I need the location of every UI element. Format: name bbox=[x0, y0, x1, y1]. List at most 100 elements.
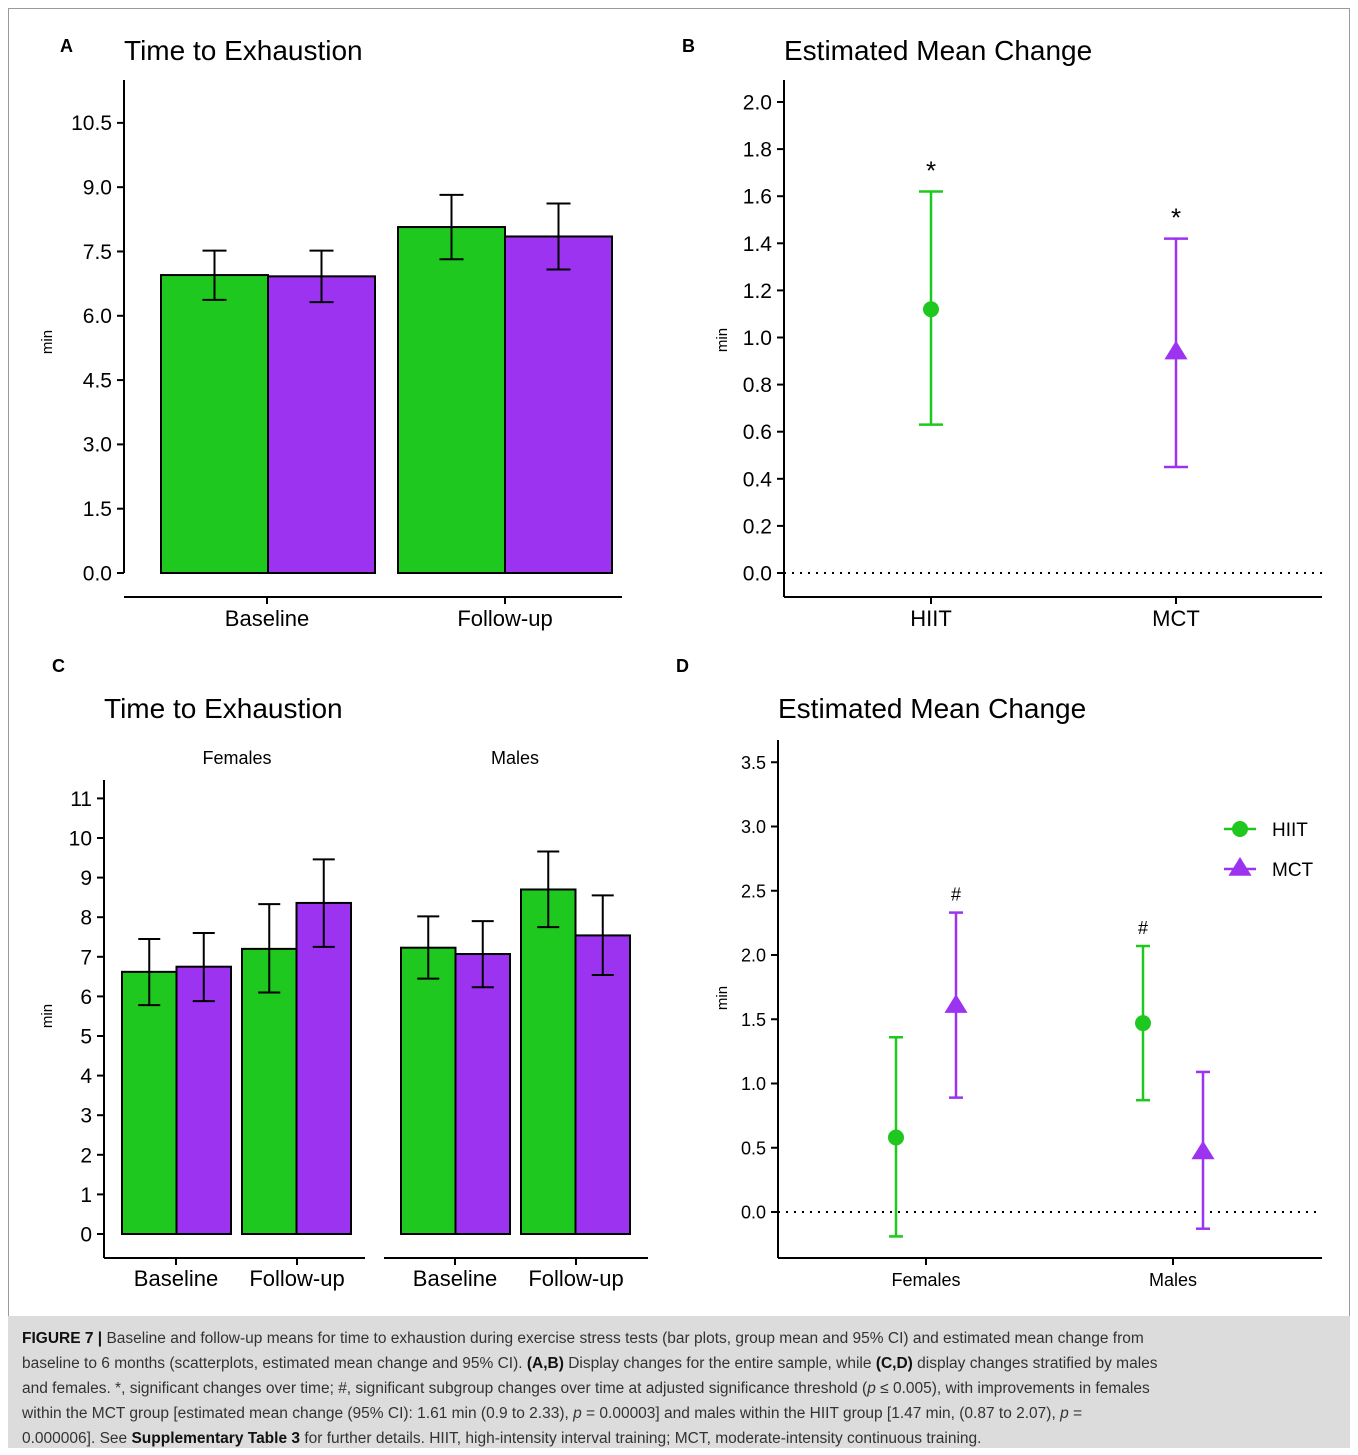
panel-c-x-tick-label: Baseline bbox=[413, 1266, 497, 1291]
panel-d-y-tick-label: 1.5 bbox=[741, 1010, 766, 1030]
panel-b-significance-marker: * bbox=[926, 155, 936, 185]
panel-a-y-tick-label: 1.5 bbox=[83, 498, 112, 521]
panel-c-facet-strip-label: Females bbox=[202, 748, 271, 768]
caption-p-symbol: p bbox=[867, 1380, 876, 1397]
panel-a-y-tick-label: 9.0 bbox=[83, 177, 112, 200]
panel-a-letter: A bbox=[60, 36, 73, 56]
legend-hiit-label: HIIT bbox=[1272, 820, 1308, 841]
panel-b-letter: B bbox=[682, 36, 695, 56]
panel-a-bar-hiit bbox=[160, 274, 269, 574]
panel-c-y-tick-label: 9 bbox=[80, 867, 92, 890]
panel-c-bar-hiit bbox=[400, 946, 457, 1236]
panel-a-y-tick-label: 7.5 bbox=[83, 241, 112, 264]
panel-a-bar-mct bbox=[267, 275, 376, 574]
panel-a-y-tick-label: 3.0 bbox=[83, 434, 112, 457]
panel-c-bar-hiit bbox=[121, 970, 178, 1236]
panel-d-x-tick-label: Males bbox=[1149, 1270, 1197, 1290]
panel-c-x-tick-label: Follow-up bbox=[528, 1266, 623, 1291]
panel-c-y-tick-label: 7 bbox=[80, 946, 92, 969]
panel-d-point-mct bbox=[1191, 1140, 1215, 1160]
panel-d-title: Estimated Mean Change bbox=[778, 693, 1086, 724]
panel-d-y-tick-label: 2.5 bbox=[741, 881, 766, 901]
figure-caption: FIGURE 7 | Baseline and follow-up means … bbox=[8, 1316, 1350, 1448]
panel-a-x-tick-label: Baseline bbox=[225, 606, 309, 631]
panel-c-y-tick-label: 6 bbox=[80, 986, 92, 1009]
panel-d-point-hiit bbox=[1135, 1015, 1151, 1032]
panel-d-ylabel: min bbox=[714, 986, 731, 1010]
panel-d-y-tick-label: 0.5 bbox=[741, 1138, 766, 1158]
panel-b-y-tick-label: 1.4 bbox=[743, 233, 773, 256]
panel-c-y-tick-label: 10 bbox=[69, 828, 92, 851]
panel-c-y-tick-label: 0 bbox=[80, 1224, 92, 1247]
panel-c-facet-strip-label: Males bbox=[491, 748, 539, 768]
panel-c-bar-mct bbox=[295, 901, 352, 1235]
panel-b-y-tick-label: 1.0 bbox=[743, 327, 772, 350]
panel-b-y-tick-label: 0.4 bbox=[743, 468, 773, 491]
panel-d-letter: D bbox=[676, 656, 689, 676]
panel-c-y-tick-label: 1 bbox=[80, 1184, 92, 1207]
caption-p-symbol: p bbox=[573, 1405, 582, 1422]
panel-b-point-hiit bbox=[923, 301, 939, 318]
legend-hiit-icon bbox=[1232, 821, 1248, 837]
panel-d-x-tick-label: Females bbox=[891, 1270, 960, 1290]
panel-a-y-tick-label: 0.0 bbox=[83, 562, 112, 585]
caption-line1: Baseline and follow-up means for time to… bbox=[102, 1330, 1144, 1347]
panel-b-y-tick-label: 2.0 bbox=[743, 92, 772, 115]
panel-d-y-tick-label: 1.0 bbox=[741, 1074, 766, 1094]
panel-c-y-tick-label: 8 bbox=[80, 907, 92, 930]
caption-text: baseline to 6 months (scatterplots, esti… bbox=[22, 1355, 527, 1372]
caption-p-symbol: p bbox=[1060, 1405, 1069, 1422]
panel-b-x-tick-label: HIIT bbox=[910, 606, 952, 631]
panel-b-y-tick-label: 1.2 bbox=[743, 280, 772, 303]
panel-a-x-tick-label: Follow-up bbox=[457, 606, 552, 631]
panel-a-title: Time to Exhaustion bbox=[124, 35, 363, 66]
panel-b-y-tick-label: 0.6 bbox=[743, 421, 772, 444]
panel-b-point-mct bbox=[1164, 340, 1188, 360]
panel-c-x-tick-label: Baseline bbox=[134, 1266, 218, 1291]
figure-canvas: A Time to Exhaustion min 0.0 1.5 3.0 4.5 6.0 7.5… bbox=[39, 35, 1322, 1291]
caption-text: = bbox=[1068, 1405, 1083, 1422]
panel-d-significance-marker: # bbox=[951, 885, 961, 905]
caption-text: = 0.00003] and males within the HIIT gro… bbox=[581, 1405, 1061, 1422]
caption-text: for further details. HIIT, high-intensit… bbox=[300, 1430, 982, 1447]
caption-text: 0.000006]. See bbox=[22, 1430, 132, 1447]
panel-b-y-tick-label: 0.8 bbox=[743, 374, 772, 397]
panel-b-y-tick-label: 1.8 bbox=[743, 139, 772, 162]
caption-panel-ref: (C,D) bbox=[875, 1355, 913, 1372]
panel-c-bar-mct bbox=[574, 934, 631, 1236]
panel-b-y-tick-label: 0.2 bbox=[743, 515, 772, 538]
panel-c-title: Time to Exhaustion bbox=[104, 693, 343, 724]
caption-text: display changes stratified by males bbox=[912, 1355, 1158, 1372]
panel-b-y-tick-label: 1.6 bbox=[743, 186, 772, 209]
panel-d-point-hiit bbox=[888, 1129, 904, 1146]
panel-a-y-tick-label: 4.5 bbox=[83, 369, 112, 392]
panel-c-bar-mct bbox=[454, 953, 511, 1235]
caption-text: and females. *, significant changes over… bbox=[22, 1380, 868, 1397]
panel-c-y-tick-label: 2 bbox=[80, 1144, 92, 1167]
panel-c-letter: C bbox=[52, 656, 65, 676]
panel-c-y-tick-label: 3 bbox=[80, 1105, 92, 1128]
caption-text: Display changes for the entire sample, w… bbox=[563, 1355, 876, 1372]
caption-figure-label: FIGURE 7 | bbox=[22, 1330, 103, 1347]
panel-c-ylabel: min bbox=[39, 1004, 56, 1028]
panel-b-x-tick-label: MCT bbox=[1152, 606, 1200, 631]
legend-mct-icon bbox=[1228, 857, 1252, 876]
panel-b-y-tick-label: 0.0 bbox=[743, 563, 772, 586]
panel-d-significance-marker: # bbox=[1138, 918, 1148, 938]
caption-text: within the MCT group [estimated mean cha… bbox=[22, 1405, 574, 1422]
caption-supplement-ref: Supplementary Table 3 bbox=[131, 1430, 301, 1447]
panel-a-bar-mct bbox=[504, 235, 613, 574]
caption-panel-ref: (A,B) bbox=[526, 1355, 564, 1372]
panel-a-ylabel: min bbox=[39, 330, 56, 354]
panel-d-y-tick-label: 3.0 bbox=[741, 817, 766, 837]
panel-c-y-tick-label: 11 bbox=[70, 788, 92, 811]
panel-a-y-tick-label: 10.5 bbox=[71, 112, 112, 135]
panel-d-y-tick-label: 3.5 bbox=[741, 753, 766, 773]
panel-c-y-tick-label: 4 bbox=[80, 1065, 92, 1088]
panel-b-significance-marker: * bbox=[1171, 203, 1181, 233]
panel-a-bar-hiit bbox=[397, 226, 506, 574]
panel-c-bar-mct bbox=[175, 965, 232, 1235]
panel-d-y-tick-label: 2.0 bbox=[741, 946, 766, 966]
panel-d-point-mct bbox=[944, 994, 968, 1013]
panel-b-ylabel: min bbox=[714, 328, 731, 352]
